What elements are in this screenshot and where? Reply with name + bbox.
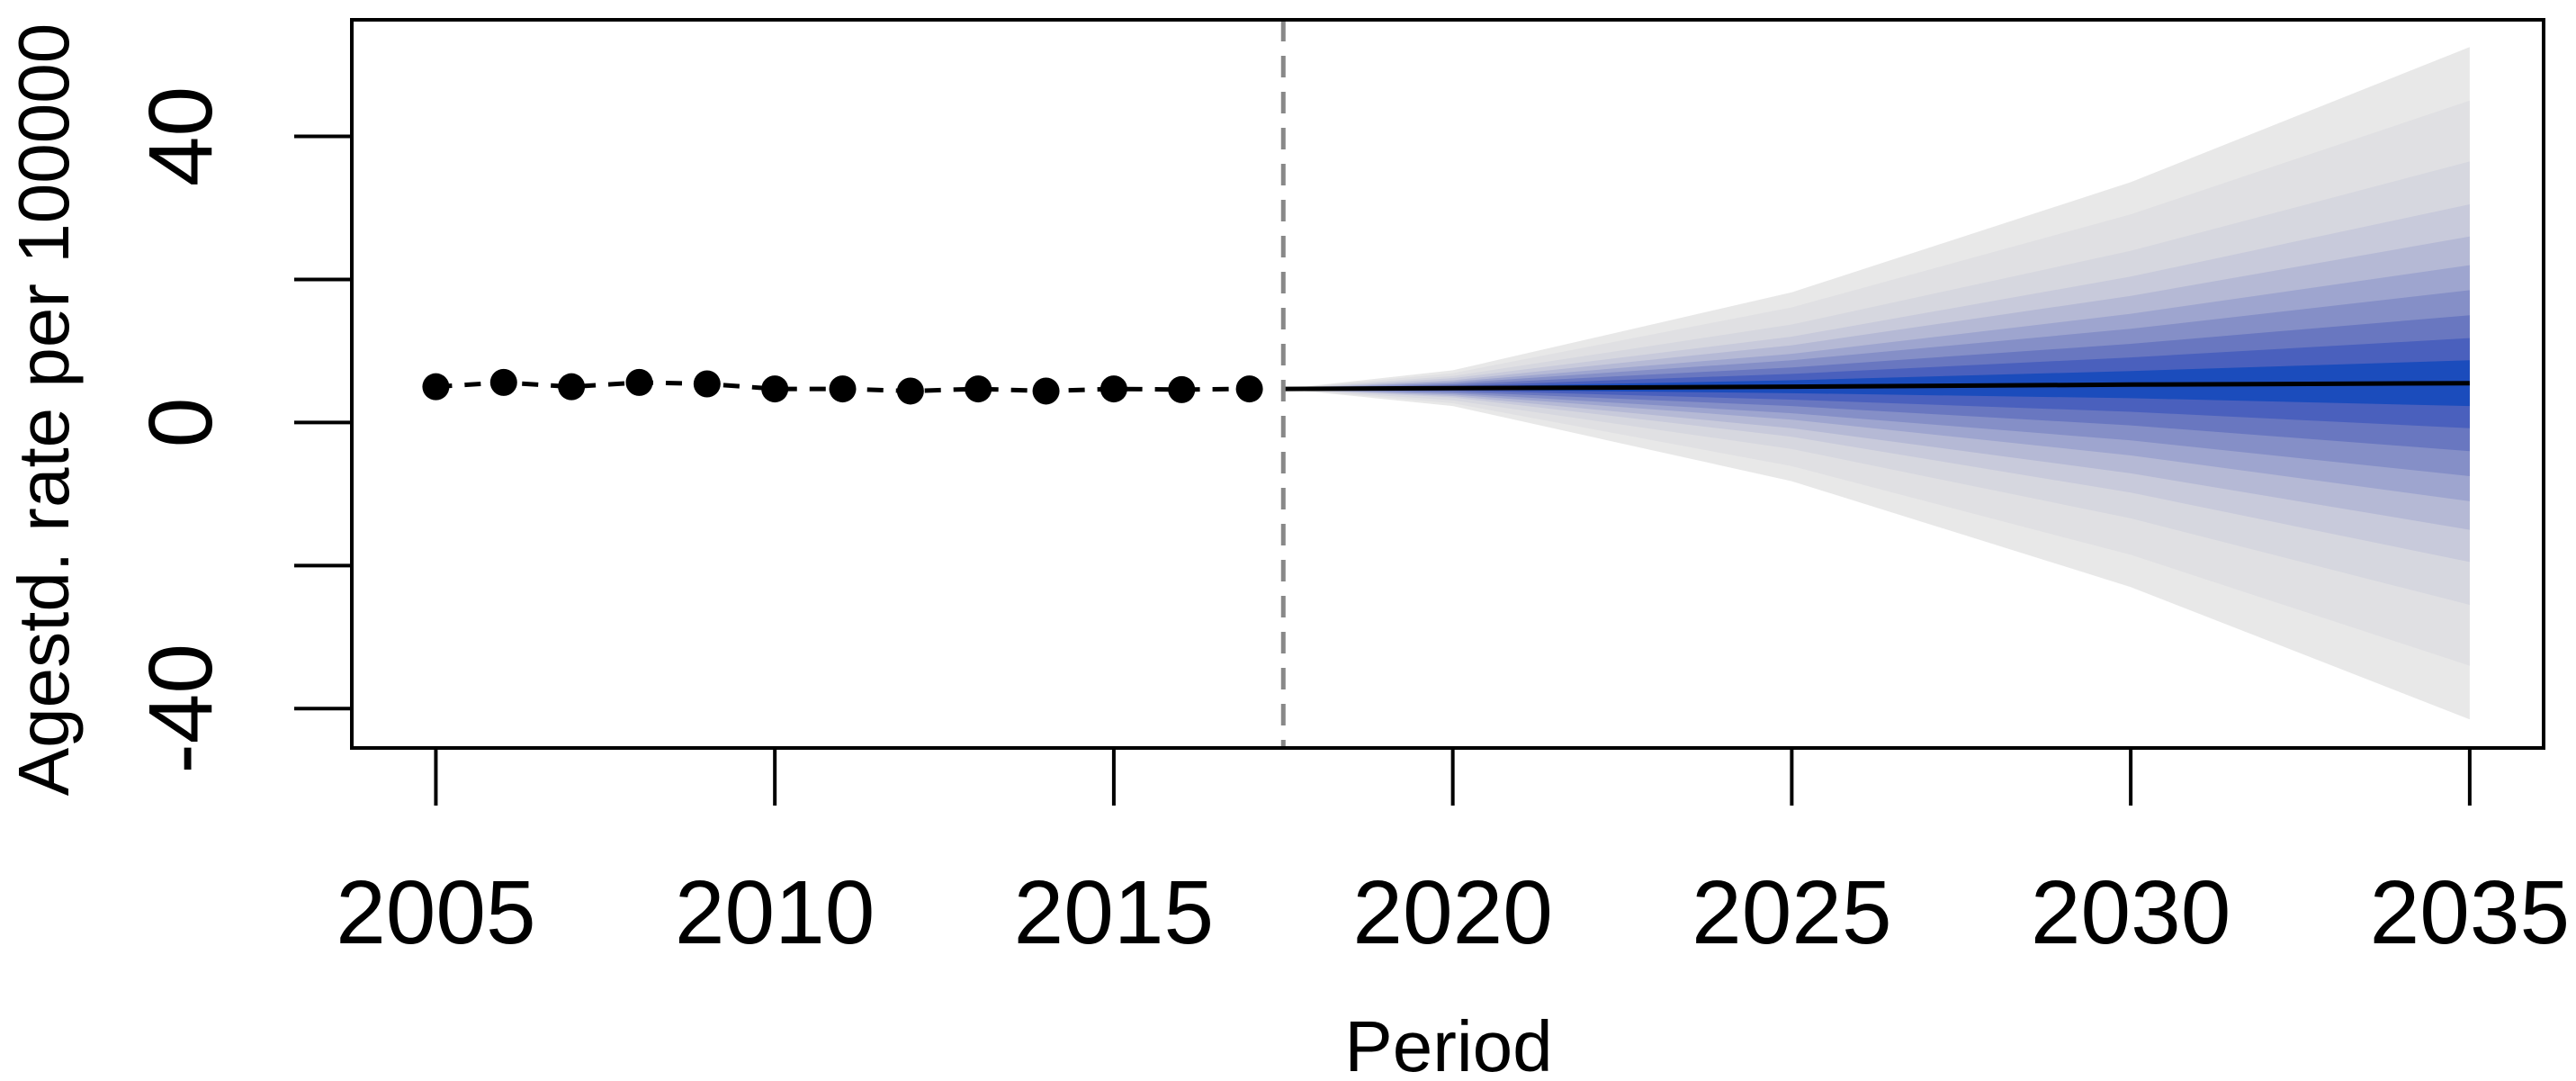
forecast-median-line xyxy=(1283,381,2470,392)
x-tick-label: 2025 xyxy=(1692,862,1891,963)
fan-band xyxy=(1283,360,2470,407)
x-tick-label: 2030 xyxy=(2031,862,2230,963)
observed-point xyxy=(761,375,789,403)
y-tick-label: -40 xyxy=(130,644,231,774)
observed-point xyxy=(558,373,586,401)
observed-point xyxy=(625,368,653,396)
x-tick-label: 2035 xyxy=(2370,862,2570,963)
observed-point xyxy=(1032,377,1060,405)
observed-point xyxy=(1100,375,1127,403)
x-axis-label: Period xyxy=(1344,1006,1552,1081)
x-tick-label: 2020 xyxy=(1352,862,1552,963)
observed-point xyxy=(1168,375,1196,403)
plot-frame xyxy=(350,18,2545,750)
observed-point xyxy=(829,375,857,403)
x-tick-label: 2005 xyxy=(336,862,535,963)
x-tick-label: 2015 xyxy=(1014,862,1214,963)
observed-point xyxy=(422,373,450,401)
observed-point xyxy=(693,370,721,398)
observed-point xyxy=(965,375,992,403)
observed-point xyxy=(489,368,517,396)
y-tick-label: 0 xyxy=(130,398,231,448)
y-axis-label: Agestd. rate per 100000 xyxy=(4,23,84,796)
x-tick-label: 2010 xyxy=(675,862,875,963)
observed-point xyxy=(896,377,924,405)
y-tick-label: 40 xyxy=(130,86,231,186)
observed-point xyxy=(1235,375,1263,403)
